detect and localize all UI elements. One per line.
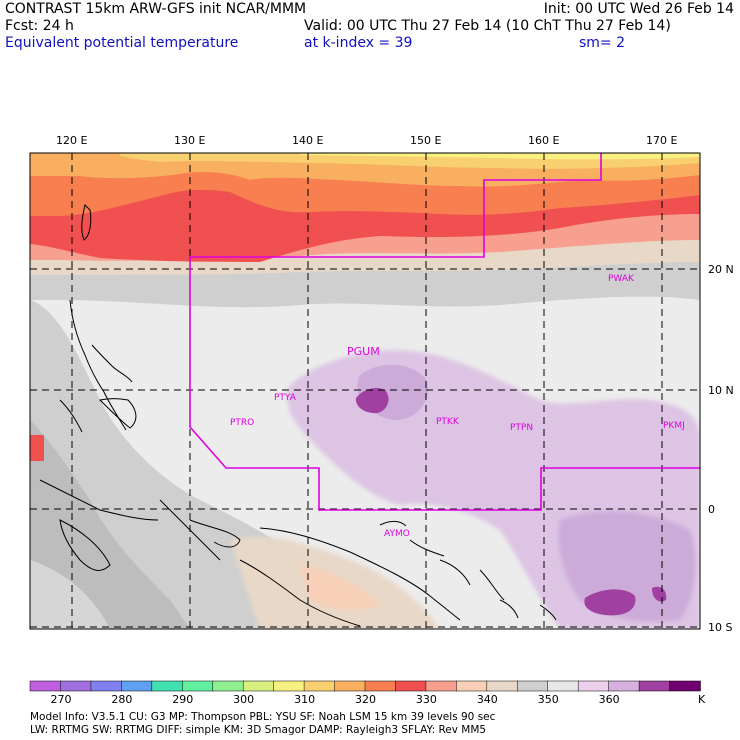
colorbar-swatch <box>517 680 549 692</box>
colorbar-swatch <box>90 680 123 692</box>
station-label: AYMO <box>384 529 410 539</box>
colorbar-swatch <box>425 680 458 692</box>
colorbar-swatch <box>456 680 488 692</box>
graticule <box>30 153 700 629</box>
colorbar-label: 320 <box>355 693 376 706</box>
colorbar-swatch <box>29 680 62 692</box>
colorbar-label: 270 <box>50 693 72 706</box>
colorbar-swatch <box>121 680 153 692</box>
colorbar-label: 330 <box>415 693 437 706</box>
model-title: CONTRAST 15km ARW-GFS init NCAR/MMM <box>5 1 307 17</box>
colorbar-swatch <box>547 680 579 692</box>
init-time: Init: 00 UTC Wed 26 Feb 14 <box>543 1 734 17</box>
station-label: PTKK <box>436 417 459 427</box>
lon-tick-label: 130 E <box>174 134 206 147</box>
colorbar-swatch <box>486 680 519 692</box>
lon-tick-label: 170 E <box>646 134 678 147</box>
colorbar-label: 350 <box>537 693 559 706</box>
colorbar-swatch <box>60 680 92 692</box>
colorbar-label: 340 <box>476 693 498 706</box>
colorbar-swatch <box>669 680 701 692</box>
lon-tick-label: 160 E <box>528 134 560 147</box>
lon-tick-label: 120 E <box>56 134 88 147</box>
colorbar-swatch <box>182 680 214 692</box>
lat-tick-label: 0 <box>708 503 715 516</box>
station-label: PKMJ <box>663 421 685 431</box>
colorbar-swatch <box>212 680 244 692</box>
colorbar-label: 280 <box>111 693 133 706</box>
forecast-hour: Fcst: 24 h <box>5 18 74 34</box>
lat-tick-label: 10 S <box>708 621 733 634</box>
smoothing: sm= 2 <box>579 35 626 51</box>
station-label: PWAK <box>608 274 634 284</box>
colorbar-label: 300 <box>233 693 255 706</box>
colorbar-swatch <box>638 680 671 692</box>
lat-tick-label: 10 N <box>708 384 734 397</box>
station-label: PTRO <box>230 418 255 428</box>
domain-boundary <box>189 153 700 511</box>
colorbar-swatch <box>577 680 610 692</box>
colorbar-swatch <box>273 680 305 692</box>
colorbar-label: 290 <box>172 693 194 706</box>
lon-tick-label: 150 E <box>410 134 442 147</box>
colorbar-swatch <box>364 680 397 692</box>
field-name: Equivalent potential temperature <box>5 35 239 51</box>
colorbar-label: 310 <box>294 693 316 706</box>
colorbar-swatch <box>303 680 336 692</box>
model-info-line2: LW: RRTMG SW: RRTMG DIFF: simple KM: 3D … <box>30 724 487 736</box>
colorbar-swatch <box>151 680 184 692</box>
lon-tick-label: 140 E <box>292 134 324 147</box>
colorbar-label: 360 <box>598 693 620 706</box>
colorbar-swatch <box>334 680 366 692</box>
model-info-line1: Model Info: V3.5.1 CU: G3 MP: Thompson P… <box>30 711 496 723</box>
colorbar-swatch <box>395 680 427 692</box>
map-frame <box>29 152 701 630</box>
colorbar-swatch <box>608 680 640 692</box>
colorbar-unit: K <box>698 693 706 706</box>
station-label: PGUM <box>347 345 380 358</box>
theta-e-field <box>30 153 700 629</box>
station-label: PTYA <box>274 393 296 403</box>
lat-tick-label: 20 N <box>708 263 734 276</box>
valid-time: Valid: 00 UTC Thu 27 Feb 14 (10 ChT Thu … <box>304 18 671 34</box>
colorbar-swatch <box>242 680 275 692</box>
station-label: PTPN <box>510 423 534 433</box>
k-index: at k-index = 39 <box>304 35 413 51</box>
